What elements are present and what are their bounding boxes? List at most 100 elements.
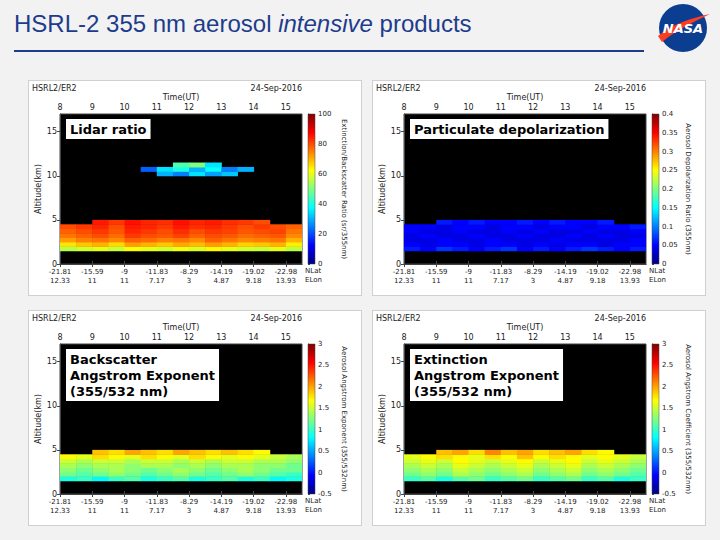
svg-text:HSRL2/ER2: HSRL2/ER2: [376, 84, 421, 93]
svg-text:8: 8: [57, 103, 62, 112]
svg-text:-21.81: -21.81: [393, 268, 416, 276]
svg-text:9.18: 9.18: [246, 277, 262, 285]
svg-text:11: 11: [120, 277, 129, 285]
svg-text:11: 11: [432, 277, 441, 285]
svg-text:1: 1: [318, 426, 322, 434]
svg-text:7.17: 7.17: [493, 507, 509, 515]
svg-text:5: 5: [396, 215, 401, 224]
svg-text:14: 14: [593, 103, 603, 112]
svg-text:80: 80: [318, 140, 327, 148]
svg-text:9.18: 9.18: [590, 277, 606, 285]
svg-text:-9: -9: [121, 268, 128, 276]
svg-text:8: 8: [57, 333, 62, 342]
svg-text:0.1: 0.1: [662, 223, 673, 231]
svg-text:3: 3: [662, 340, 666, 348]
svg-text:0.5: 0.5: [662, 447, 673, 455]
svg-text:HSRL2/ER2: HSRL2/ER2: [32, 314, 77, 323]
svg-text:40: 40: [318, 200, 327, 208]
svg-text:0.4: 0.4: [662, 110, 674, 118]
svg-text:-14.19: -14.19: [210, 268, 233, 276]
svg-text:10: 10: [47, 171, 57, 180]
svg-text:13: 13: [216, 103, 226, 112]
svg-text:(355/532 nm): (355/532 nm): [70, 384, 168, 399]
svg-text:-15.59: -15.59: [81, 498, 104, 506]
svg-text:Aerosol Angstrom Exponent (355: Aerosol Angstrom Exponent (355/532nm): [340, 346, 348, 492]
svg-text:NLat: NLat: [649, 497, 665, 505]
svg-text:14: 14: [249, 103, 259, 112]
svg-text:15: 15: [47, 127, 57, 136]
svg-text:-11.83: -11.83: [146, 498, 169, 506]
svg-text:-21.81: -21.81: [49, 268, 72, 276]
svg-text:11: 11: [120, 507, 129, 515]
svg-text:9: 9: [434, 103, 439, 112]
svg-text:Time(UT): Time(UT): [162, 93, 200, 102]
svg-text:15: 15: [281, 103, 291, 112]
svg-text:0: 0: [318, 469, 322, 477]
svg-text:13.93: 13.93: [620, 277, 640, 285]
svg-text:5: 5: [396, 445, 401, 454]
svg-text:2.5: 2.5: [662, 361, 673, 369]
svg-text:1.5: 1.5: [662, 404, 673, 412]
svg-text:11: 11: [496, 103, 506, 112]
svg-text:2: 2: [318, 383, 322, 391]
svg-text:4.87: 4.87: [558, 277, 574, 285]
svg-text:10: 10: [391, 171, 401, 180]
svg-text:4.87: 4.87: [558, 507, 574, 515]
svg-text:Altitude(km): Altitude(km): [34, 164, 43, 214]
svg-text:NLat: NLat: [305, 267, 321, 275]
svg-text:12: 12: [528, 103, 538, 112]
svg-text:9.18: 9.18: [590, 507, 606, 515]
svg-text:Altitude(km): Altitude(km): [34, 394, 43, 444]
svg-text:9: 9: [434, 333, 439, 342]
svg-text:Angstrom Exponent: Angstrom Exponent: [70, 368, 215, 383]
svg-text:2.5: 2.5: [318, 361, 329, 369]
svg-text:3: 3: [187, 507, 191, 515]
svg-text:10: 10: [119, 333, 129, 342]
svg-text:ELon: ELon: [649, 276, 666, 284]
svg-text:0.25: 0.25: [662, 166, 678, 174]
svg-text:-14.19: -14.19: [554, 498, 577, 506]
svg-text:9: 9: [90, 333, 95, 342]
svg-text:-22.98: -22.98: [619, 268, 642, 276]
svg-text:15: 15: [391, 357, 401, 366]
svg-text:24-Sep-2016: 24-Sep-2016: [251, 314, 302, 323]
svg-text:5: 5: [52, 215, 57, 224]
svg-text:12: 12: [184, 333, 194, 342]
svg-text:11: 11: [464, 277, 473, 285]
svg-text:10: 10: [391, 401, 401, 410]
svg-text:-9: -9: [465, 268, 472, 276]
svg-text:-19.02: -19.02: [586, 268, 609, 276]
svg-text:-11.83: -11.83: [146, 268, 169, 276]
svg-text:-22.98: -22.98: [275, 498, 298, 506]
svg-text:-19.02: -19.02: [242, 498, 265, 506]
svg-text:Time(UT): Time(UT): [162, 323, 200, 332]
svg-text:NLat: NLat: [305, 497, 321, 505]
svg-text:10: 10: [463, 103, 473, 112]
svg-text:14: 14: [249, 333, 259, 342]
svg-text:10: 10: [119, 103, 129, 112]
svg-text:8: 8: [401, 333, 406, 342]
svg-text:12.33: 12.33: [50, 507, 70, 515]
svg-text:-8.29: -8.29: [524, 498, 542, 506]
svg-text:-15.59: -15.59: [425, 268, 448, 276]
svg-text:-15.59: -15.59: [425, 498, 448, 506]
svg-text:-15.59: -15.59: [81, 268, 104, 276]
svg-text:(355/532 nm): (355/532 nm): [414, 384, 512, 399]
svg-text:11: 11: [464, 507, 473, 515]
svg-text:-9: -9: [121, 498, 128, 506]
svg-text:15: 15: [281, 333, 291, 342]
svg-text:1.5: 1.5: [318, 404, 329, 412]
svg-text:11: 11: [496, 333, 506, 342]
svg-text:3: 3: [187, 277, 191, 285]
svg-text:NLat: NLat: [649, 267, 665, 275]
svg-text:ELon: ELon: [649, 506, 666, 514]
svg-text:-21.81: -21.81: [393, 498, 416, 506]
svg-text:-14.19: -14.19: [554, 268, 577, 276]
svg-text:Backscatter: Backscatter: [70, 352, 157, 367]
svg-text:11: 11: [88, 507, 97, 515]
svg-text:0.35: 0.35: [662, 129, 678, 137]
svg-text:-19.02: -19.02: [586, 498, 609, 506]
svg-text:HSRL2/ER2: HSRL2/ER2: [376, 314, 421, 323]
svg-text:-21.81: -21.81: [49, 498, 72, 506]
svg-text:15: 15: [625, 103, 635, 112]
